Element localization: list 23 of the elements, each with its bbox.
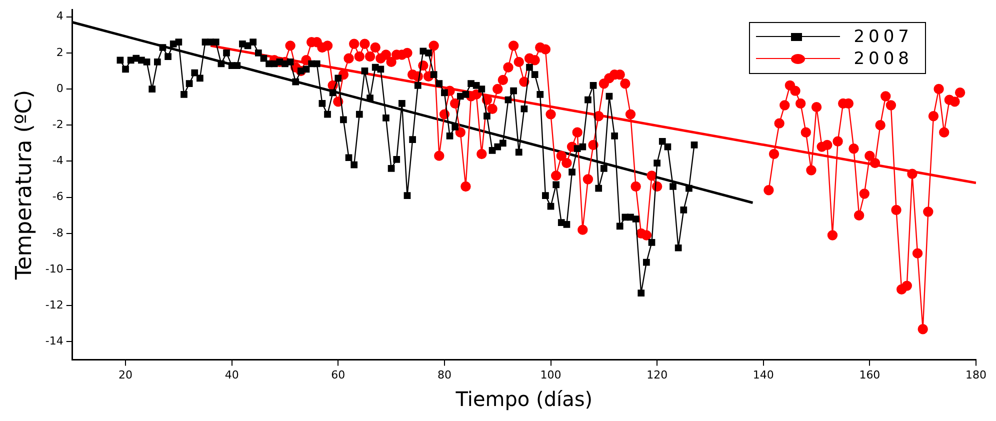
- y-tick-label: -10: [45, 262, 64, 276]
- x-tick-label: 20: [118, 368, 133, 382]
- x-tick-label: 120: [646, 368, 668, 382]
- y-tick-label: 4: [56, 10, 64, 23]
- x-tick-label: 60: [331, 368, 346, 382]
- y-tick-label: 2: [56, 46, 64, 59]
- x-tick-label: 40: [224, 368, 239, 382]
- x-tick-label: 80: [437, 368, 452, 382]
- legend-label: 2008: [854, 48, 913, 69]
- y-tick-label: -14: [45, 334, 64, 348]
- y-axis-title: Temperatura (ºC): [12, 90, 37, 281]
- y-tick-label: -2: [52, 118, 64, 131]
- x-tick-label: 140: [752, 368, 774, 382]
- y-tick-label: -12: [45, 298, 64, 312]
- x-axis-title: Tiempo (días): [454, 387, 593, 412]
- y-tick-label: -8: [52, 226, 64, 240]
- x-tick-label: 160: [859, 368, 880, 382]
- y-tick-label: 0: [56, 82, 64, 95]
- y-tick-label: -4: [52, 154, 64, 168]
- y-tick-label: -6: [52, 190, 64, 204]
- x-tick-label: 180: [966, 368, 986, 382]
- legend-label: 2007: [854, 26, 913, 47]
- x-tick-label: 100: [540, 368, 562, 382]
